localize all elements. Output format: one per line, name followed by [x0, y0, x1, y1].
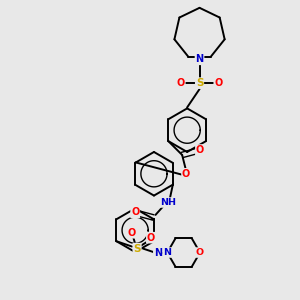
Text: O: O [147, 233, 155, 243]
Text: N: N [196, 54, 204, 64]
Text: O: O [128, 228, 136, 238]
Text: N: N [154, 248, 162, 257]
Text: O: O [177, 78, 185, 88]
Text: O: O [214, 78, 223, 88]
Text: N: N [163, 248, 171, 257]
Text: O: O [131, 207, 139, 218]
Text: S: S [196, 78, 203, 88]
Text: NH: NH [160, 198, 176, 207]
Text: O: O [182, 169, 190, 179]
Text: O: O [196, 145, 204, 155]
Text: O: O [196, 248, 204, 257]
Text: S: S [133, 244, 141, 254]
